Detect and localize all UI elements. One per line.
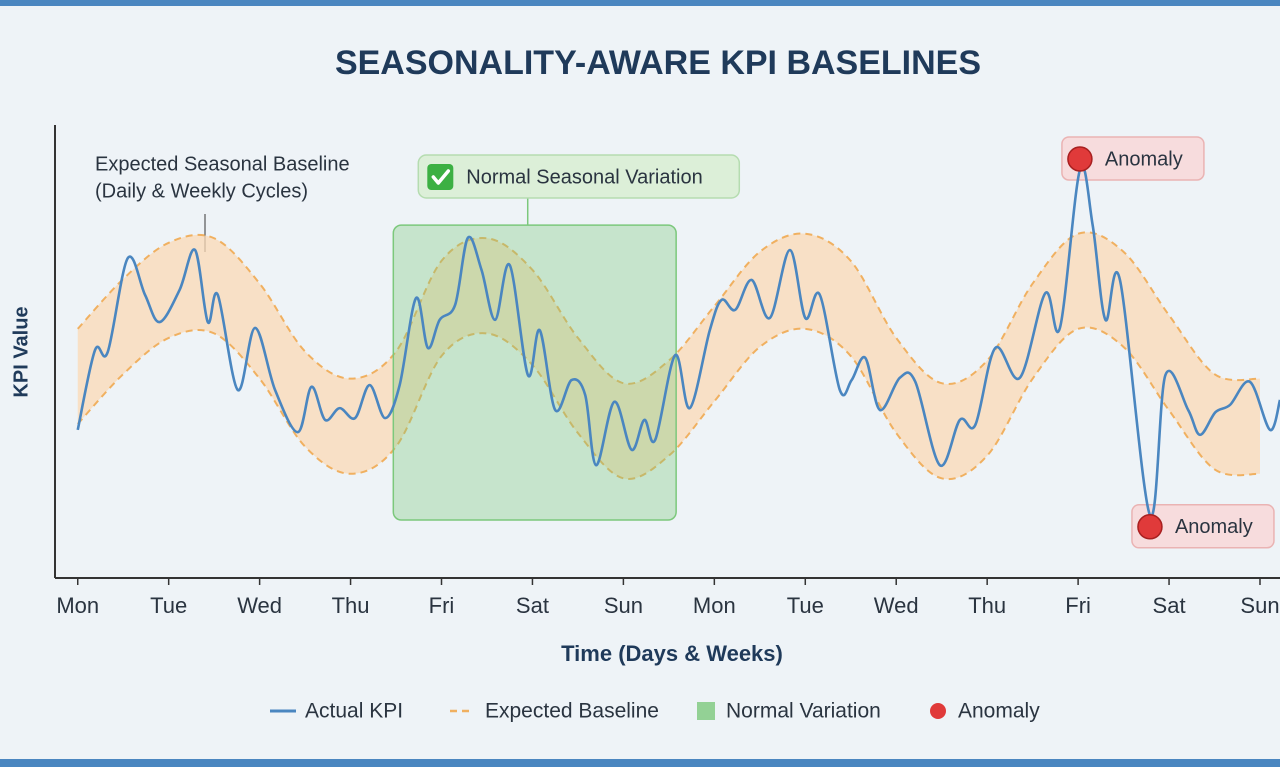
- anomaly-label-box: [1131, 504, 1275, 549]
- normal-variation-region: [392, 224, 677, 521]
- x-tick-label: Tue: [787, 593, 824, 618]
- legend: Actual KPI Expected Baseline Normal Variat…: [270, 700, 1040, 723]
- legend-label: Expected Baseline: [485, 700, 659, 723]
- anomaly-marker: [1067, 146, 1093, 172]
- x-tick-label: Mon: [693, 593, 736, 618]
- legend-swatch: [930, 703, 946, 719]
- region-label: Normal Seasonal Variation: [466, 166, 702, 188]
- anomaly-marker: [1137, 514, 1163, 540]
- x-tick-label: Wed: [874, 593, 919, 618]
- x-tick-label: Sat: [1153, 593, 1186, 618]
- anomaly-label: Anomaly: [1175, 516, 1253, 538]
- plot-area: Normal Seasonal Variation Anomaly Anomaly: [76, 136, 1280, 549]
- check-mark: [431, 169, 451, 185]
- x-tick-label: Fri: [429, 593, 455, 618]
- baseline-band: [77, 232, 1260, 480]
- annotation: (Daily & Weekly Cycles): [95, 180, 308, 202]
- legend-label: Anomaly: [958, 700, 1040, 723]
- anomaly-label: Anomaly: [1105, 148, 1183, 170]
- legend-swatch: [697, 702, 715, 720]
- region-label-box: [417, 154, 741, 199]
- x-axis-label: Time (Days & Weeks): [561, 641, 783, 666]
- x-tick-label: Sun: [1240, 593, 1279, 618]
- x-tick-label: Tue: [150, 593, 187, 618]
- x-tick-label: Fri: [1065, 593, 1091, 618]
- legend-label: Actual KPI: [305, 700, 403, 723]
- chart-title: SEASONALITY-AWARE KPI BASELINES: [335, 44, 981, 82]
- x-tick-label: Thu: [332, 593, 370, 618]
- y-axis-label: KPI Value: [10, 306, 32, 397]
- baseline-upper: [76, 231, 1261, 385]
- actual-line: [76, 165, 1280, 518]
- legend-label: Normal Variation: [726, 700, 881, 723]
- x-tick-label: Sun: [604, 593, 643, 618]
- check-icon: [427, 164, 454, 190]
- baseline-lower: [76, 326, 1261, 481]
- top-bar: [0, 0, 1280, 6]
- bottom-bar: [0, 759, 1280, 767]
- x-tick-label: Sat: [516, 593, 549, 618]
- anomaly-label-box: [1061, 136, 1205, 181]
- x-tick-label: Wed: [237, 593, 282, 618]
- x-tick-label: Mon: [56, 593, 99, 618]
- x-tick-label: Thu: [968, 593, 1006, 618]
- annotation: Expected Seasonal Baseline: [95, 153, 350, 175]
